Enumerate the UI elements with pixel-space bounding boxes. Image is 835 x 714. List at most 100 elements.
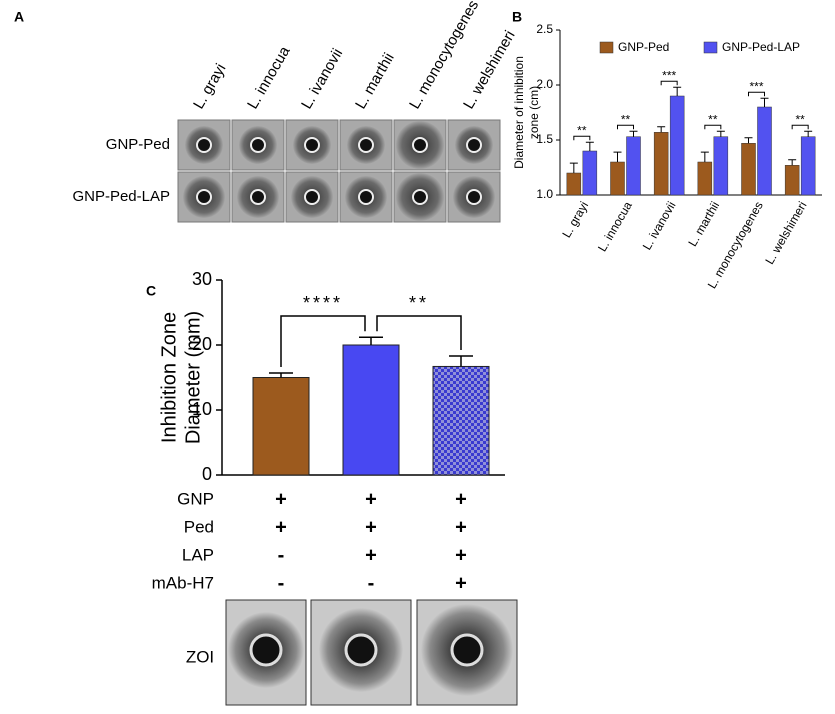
bar [741, 143, 756, 196]
legend-swatch [703, 41, 718, 54]
error-bar [569, 162, 578, 173]
bar [626, 136, 641, 196]
well [250, 137, 266, 153]
bar [757, 106, 772, 196]
well [412, 137, 428, 153]
bar [697, 161, 713, 196]
y-axis-label: Inhibition Zone [158, 312, 180, 443]
well [250, 189, 266, 205]
bar [653, 132, 669, 196]
significance-label: *** [662, 68, 676, 82]
table-row-label: Ped [184, 517, 214, 536]
y-tick-label: 10 [192, 399, 212, 419]
well [358, 189, 374, 205]
table-cell: - [278, 544, 285, 566]
error-bar [269, 372, 293, 378]
significance-label: ** [795, 112, 805, 126]
bar [342, 344, 400, 476]
table-cell: - [368, 572, 375, 594]
row-label: GNP-Ped-LAP [72, 188, 170, 205]
error-bar [760, 97, 769, 107]
y-tick-label: 20 [192, 334, 212, 354]
well [196, 189, 212, 205]
significance-bracket [573, 135, 591, 141]
error-bar [788, 159, 797, 166]
bar [800, 136, 816, 196]
y-tick-label: 2.0 [536, 77, 553, 91]
x-tick-label: L. ivanovii [640, 199, 679, 252]
row-label: GNP-Ped [106, 136, 170, 153]
well [450, 633, 484, 667]
significance-bracket [704, 124, 722, 130]
column-label: L. grayi [190, 61, 229, 112]
significance-label: ** [577, 123, 587, 137]
well [304, 189, 320, 205]
well [466, 189, 482, 205]
panel-label: B [512, 9, 522, 25]
panel-label: C [146, 283, 156, 299]
significance-bracket [660, 80, 678, 86]
well [412, 189, 428, 205]
column-label: L. ivanovii [298, 46, 346, 112]
column-label: L. marthii [352, 50, 398, 112]
well [249, 633, 283, 667]
table-cell: - [278, 572, 285, 594]
x-tick-label: L. marthii [685, 199, 722, 249]
table-cell: + [365, 488, 377, 510]
significance-label: ** [621, 112, 631, 126]
bar [784, 165, 800, 196]
significance-bracket [376, 315, 462, 351]
error-bar [673, 86, 682, 96]
error-bar [716, 130, 725, 137]
well [304, 137, 320, 153]
well [466, 137, 482, 153]
table-cell: + [365, 516, 377, 538]
significance-label: ** [409, 293, 429, 313]
error-bar [449, 355, 473, 367]
y-tick-label: 0 [202, 464, 212, 484]
significance-label: ** [708, 112, 718, 126]
zoi-images [225, 599, 518, 706]
bar [713, 136, 729, 196]
error-bar [657, 126, 666, 133]
table-cell: + [275, 516, 287, 538]
table-cell: + [455, 516, 467, 538]
y-axis-label: Diameter (mm) [182, 311, 204, 444]
legend-label: GNP-Ped [618, 40, 669, 54]
significance-label: **** [303, 293, 343, 313]
error-bar [629, 130, 638, 137]
y-tick-label: 30 [192, 269, 212, 289]
table-cell: + [455, 488, 467, 510]
zone-images [177, 119, 501, 223]
significance-bracket [748, 91, 765, 97]
error-bar [804, 130, 813, 137]
error-bar [700, 151, 709, 162]
x-tick-label: L. welshimeri [762, 199, 809, 267]
x-tick-label: L. grayi [559, 199, 591, 240]
table-row-label: LAP [182, 545, 214, 564]
y-tick-label: 1.0 [536, 187, 553, 201]
error-bar [359, 336, 383, 345]
bar [252, 377, 310, 476]
bar [566, 172, 582, 196]
legend-label: GNP-Ped-LAP [722, 40, 800, 54]
significance-bracket [617, 124, 634, 130]
legend-swatch [599, 41, 614, 54]
table-row-label: GNP [177, 489, 214, 508]
y-axis-label: zone (cm) [527, 86, 541, 139]
panel-label: A [14, 9, 24, 25]
well [344, 633, 378, 667]
bar [669, 95, 685, 196]
table-row-label: mAb-H7 [152, 573, 214, 592]
x-tick-label: L. innocua [595, 199, 635, 254]
zoi-label: ZOI [186, 647, 214, 666]
well [196, 137, 212, 153]
y-axis-label: Diameter of inhibition [512, 56, 526, 169]
y-tick-label: 1.5 [536, 132, 553, 146]
bar [582, 150, 598, 196]
well [358, 137, 374, 153]
error-bar [613, 151, 622, 162]
column-label: L. innocua [244, 43, 294, 112]
table-cell: + [455, 544, 467, 566]
